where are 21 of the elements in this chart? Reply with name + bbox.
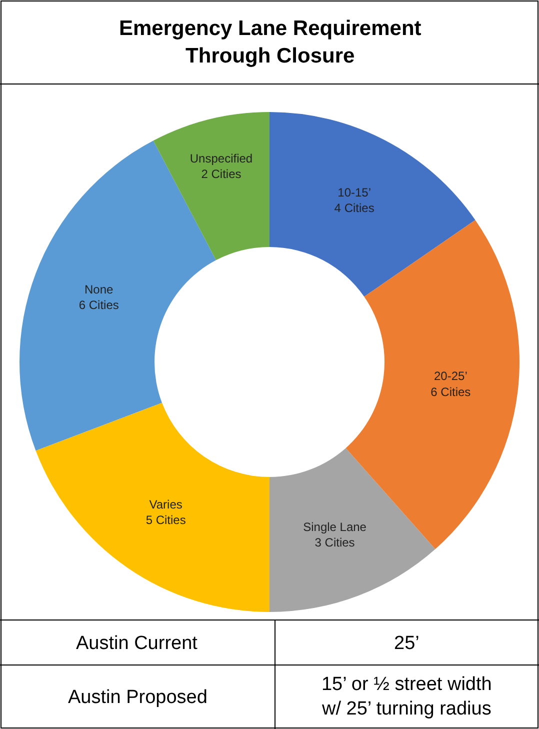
slice-label: None	[84, 282, 114, 296]
data-label: 6 Cities	[430, 384, 471, 399]
donut-slice	[153, 112, 270, 260]
data-label: 6 Cities	[78, 298, 119, 312]
text: Austin Proposed	[68, 687, 208, 708]
chart-title: Emergency Lane Requirement Through Closure	[119, 17, 422, 68]
donut-slice	[36, 402, 270, 612]
slice-label: Varies	[149, 497, 182, 512]
data-label: 5 Cities	[146, 512, 186, 527]
donut-slice	[270, 448, 436, 612]
slice-label: Unspecified	[190, 151, 253, 166]
text: 25’	[394, 633, 420, 654]
data-label: 3 Cities	[314, 535, 355, 550]
text: Austin Current	[76, 633, 198, 654]
donut-slice	[270, 112, 476, 297]
text: 15’ or ½ street width w/ 25’ turning radius	[321, 674, 492, 720]
slice-label: 10-15’	[338, 186, 371, 200]
data-label: 2 Cities	[201, 166, 242, 181]
data-label: 4 Cities	[334, 201, 374, 216]
slice-label: Single Lane	[303, 520, 367, 534]
slice-label: 20-25’	[434, 369, 468, 384]
